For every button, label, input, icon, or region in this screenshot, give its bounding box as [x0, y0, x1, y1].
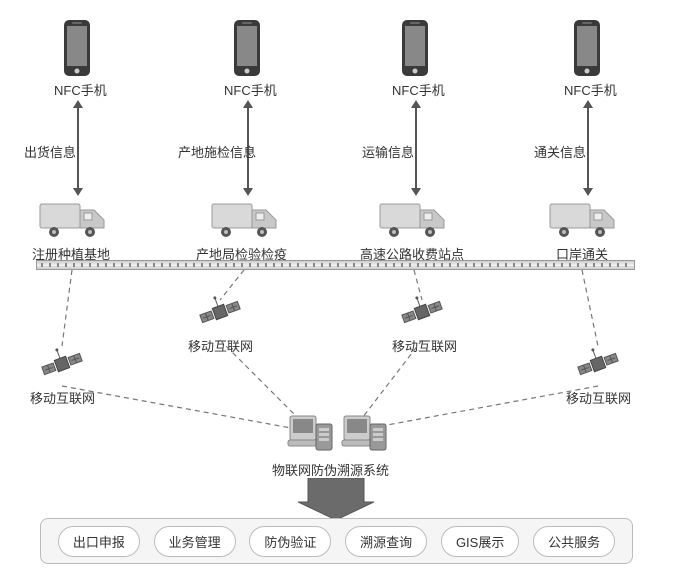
- satellite-icon: [576, 342, 620, 386]
- info-double-arrow: [415, 106, 417, 190]
- server-icon: [340, 412, 388, 456]
- info-double-arrow: [587, 106, 589, 190]
- bottom-services-bar: 出口申报业务管理防伪验证溯源查询 GIS展示公共服务: [40, 518, 633, 564]
- service-pill: 公共服务: [533, 526, 615, 557]
- service-pill: GIS展示: [441, 526, 519, 557]
- phone-label: NFC手机: [564, 80, 617, 99]
- truck-icon: [210, 198, 280, 240]
- satellite-label: 移动互联网: [188, 336, 253, 355]
- phone-label: NFC手机: [392, 80, 445, 99]
- phone-icon: [570, 18, 604, 78]
- truck-icon: [378, 198, 448, 240]
- satellite-label: 移动互联网: [392, 336, 457, 355]
- server-icon: [286, 412, 334, 456]
- service-pill: 业务管理: [154, 526, 236, 557]
- service-pill: 溯源查询: [345, 526, 427, 557]
- phone-label: NFC手机: [224, 80, 277, 99]
- service-pill: 出口申报: [58, 526, 140, 557]
- info-label: 出货信息: [24, 142, 76, 161]
- satellite-icon: [40, 342, 84, 386]
- info-label: 产地施检信息: [178, 142, 256, 161]
- info-label: 通关信息: [534, 142, 586, 161]
- truck-icon: [38, 198, 108, 240]
- system-label: 物联网防伪溯源系统: [272, 460, 389, 479]
- satellite-icon: [198, 290, 242, 334]
- satellite-label: 移动互联网: [30, 388, 95, 407]
- phone-label: NFC手机: [54, 80, 107, 99]
- conveyor-rail: [36, 260, 635, 270]
- satellite-icon: [400, 290, 444, 334]
- phone-icon: [60, 18, 94, 78]
- truck-icon: [548, 198, 618, 240]
- info-double-arrow: [77, 106, 79, 190]
- info-label: 运输信息: [362, 142, 414, 161]
- phone-icon: [398, 18, 432, 78]
- phone-icon: [230, 18, 264, 78]
- satellite-label: 移动互联网: [566, 388, 631, 407]
- service-pill: 防伪验证: [249, 526, 331, 557]
